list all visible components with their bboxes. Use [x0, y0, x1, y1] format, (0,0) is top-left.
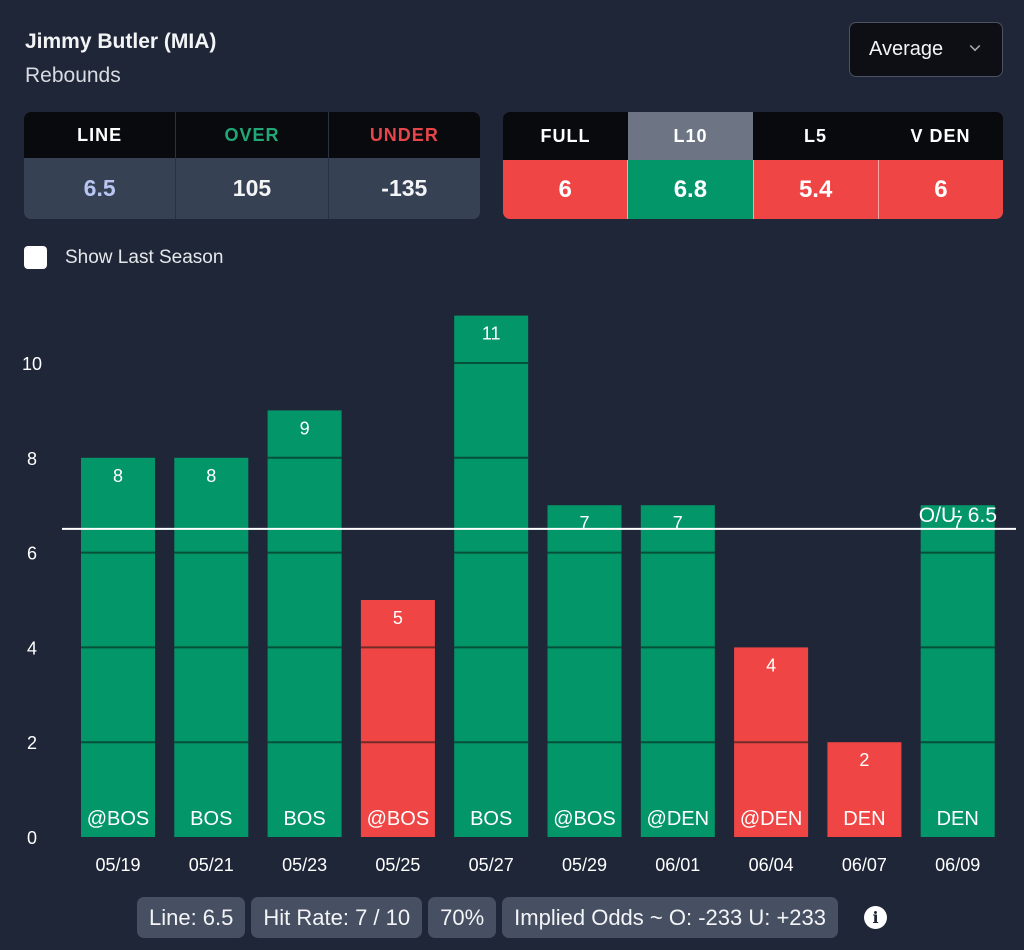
show-last-season-toggle[interactable]: Show Last Season — [24, 246, 223, 269]
bar-value-label: 7 — [673, 513, 683, 533]
bar-opponent-label: BOS — [190, 808, 232, 830]
x-tick-label: 05/25 — [375, 855, 420, 875]
y-tick-label: 0 — [27, 828, 37, 848]
info-icon[interactable]: i — [864, 906, 888, 929]
x-tick-label: 06/07 — [842, 855, 887, 875]
period-value-v-den: 6 — [877, 160, 1003, 219]
x-tick-label: 06/04 — [749, 855, 794, 875]
bar-value-label: 7 — [579, 513, 589, 533]
period-value-l10: 6.8 — [627, 160, 753, 219]
period-value-full: 6 — [503, 160, 628, 219]
tab-l10[interactable]: L10 — [628, 112, 753, 160]
summary-percent-pill: 70% — [428, 897, 497, 938]
y-tick-label: 8 — [27, 449, 37, 469]
odds-over-value: 105 — [175, 158, 327, 219]
bar-value-label: 4 — [766, 655, 776, 675]
y-tick-label: 6 — [27, 544, 37, 564]
period-value-l5: 5.4 — [752, 160, 878, 219]
tab-v-den[interactable]: V DEN — [910, 125, 971, 146]
bar[interactable] — [827, 742, 902, 837]
rebounds-bar-chart: 0 2 4 6 8 10 8 @BOS 05/19 8 BOS 05/21 9 BOS 05/23 5 @BOS… — [22, 315, 1016, 875]
bar-value-label: 2 — [859, 750, 869, 770]
odds-header-over: OVER — [175, 112, 327, 158]
bar-opponent-label: @BOS — [553, 808, 616, 830]
summary-implied-odds-pill: Implied Odds ~ O: -233 U: +233 — [502, 897, 839, 938]
bar-opponent-label: DEN — [843, 808, 885, 830]
y-tick-label: 2 — [27, 733, 37, 753]
summary-hit-rate-pill: Hit Rate: 7 / 10 — [251, 897, 423, 938]
bar[interactable] — [454, 315, 529, 838]
y-tick-label: 10 — [22, 354, 42, 374]
bar[interactable] — [267, 410, 342, 837]
bar-value-label: 5 — [393, 608, 403, 628]
bar-value-label: 8 — [113, 466, 123, 486]
tab-full[interactable]: FULL — [540, 125, 591, 146]
show-last-season-label: Show Last Season — [65, 246, 224, 268]
bar[interactable] — [360, 600, 435, 837]
bar-value-label: 7 — [953, 513, 963, 533]
aggregation-dropdown[interactable]: Average — [849, 22, 1003, 77]
stat-label: Rebounds — [25, 64, 121, 87]
x-tick-label: 05/23 — [282, 855, 327, 875]
y-tick-label: 4 — [27, 638, 37, 658]
bar-value-label: 9 — [300, 418, 310, 438]
odds-table: LINE OVER UNDER 6.5 105 -135 — [24, 112, 480, 219]
over-under-label: O/U: 6.5 — [919, 504, 997, 527]
bar[interactable] — [547, 505, 622, 837]
x-tick-label: 05/27 — [469, 855, 514, 875]
chevron-down-icon — [969, 40, 981, 52]
odds-line-value: 6.5 — [83, 175, 116, 201]
odds-header-under: UNDER — [327, 112, 480, 158]
bar-opponent-label: BOS — [283, 808, 325, 830]
x-tick-label: 06/09 — [935, 855, 980, 875]
bar-value-label: 8 — [206, 466, 216, 486]
summary-line-pill: Line: 6.5 — [136, 897, 246, 938]
bar-opponent-label: @BOS — [367, 808, 430, 830]
bar-opponent-label: @DEN — [740, 808, 803, 830]
x-tick-label: 05/21 — [189, 855, 234, 875]
dropdown-value: Average — [869, 38, 944, 60]
bar-value-label: 11 — [482, 324, 501, 344]
bar[interactable] — [920, 505, 995, 837]
summary-bar: Line: 6.5 Hit Rate: 7 / 10 70% Implied O… — [0, 897, 1024, 938]
odds-header-line: LINE — [77, 124, 123, 145]
period-table: FULL L10 L5 V DEN 6 6.8 5.4 6 — [503, 112, 1003, 219]
bar-opponent-label: DEN — [937, 808, 979, 830]
show-last-season-checkbox[interactable] — [24, 246, 47, 269]
bar-opponent-label: BOS — [470, 808, 512, 830]
x-tick-label: 06/01 — [655, 855, 700, 875]
odds-under-value: -135 — [327, 158, 480, 219]
player-name: Jimmy Butler (MIA) — [25, 30, 217, 53]
bar-opponent-label: @BOS — [87, 808, 150, 830]
bar-opponent-label: @DEN — [647, 808, 710, 830]
tab-l5[interactable]: L5 — [803, 125, 827, 146]
x-tick-label: 05/29 — [562, 855, 607, 875]
x-tick-label: 05/19 — [95, 855, 140, 875]
bar[interactable] — [640, 505, 715, 837]
